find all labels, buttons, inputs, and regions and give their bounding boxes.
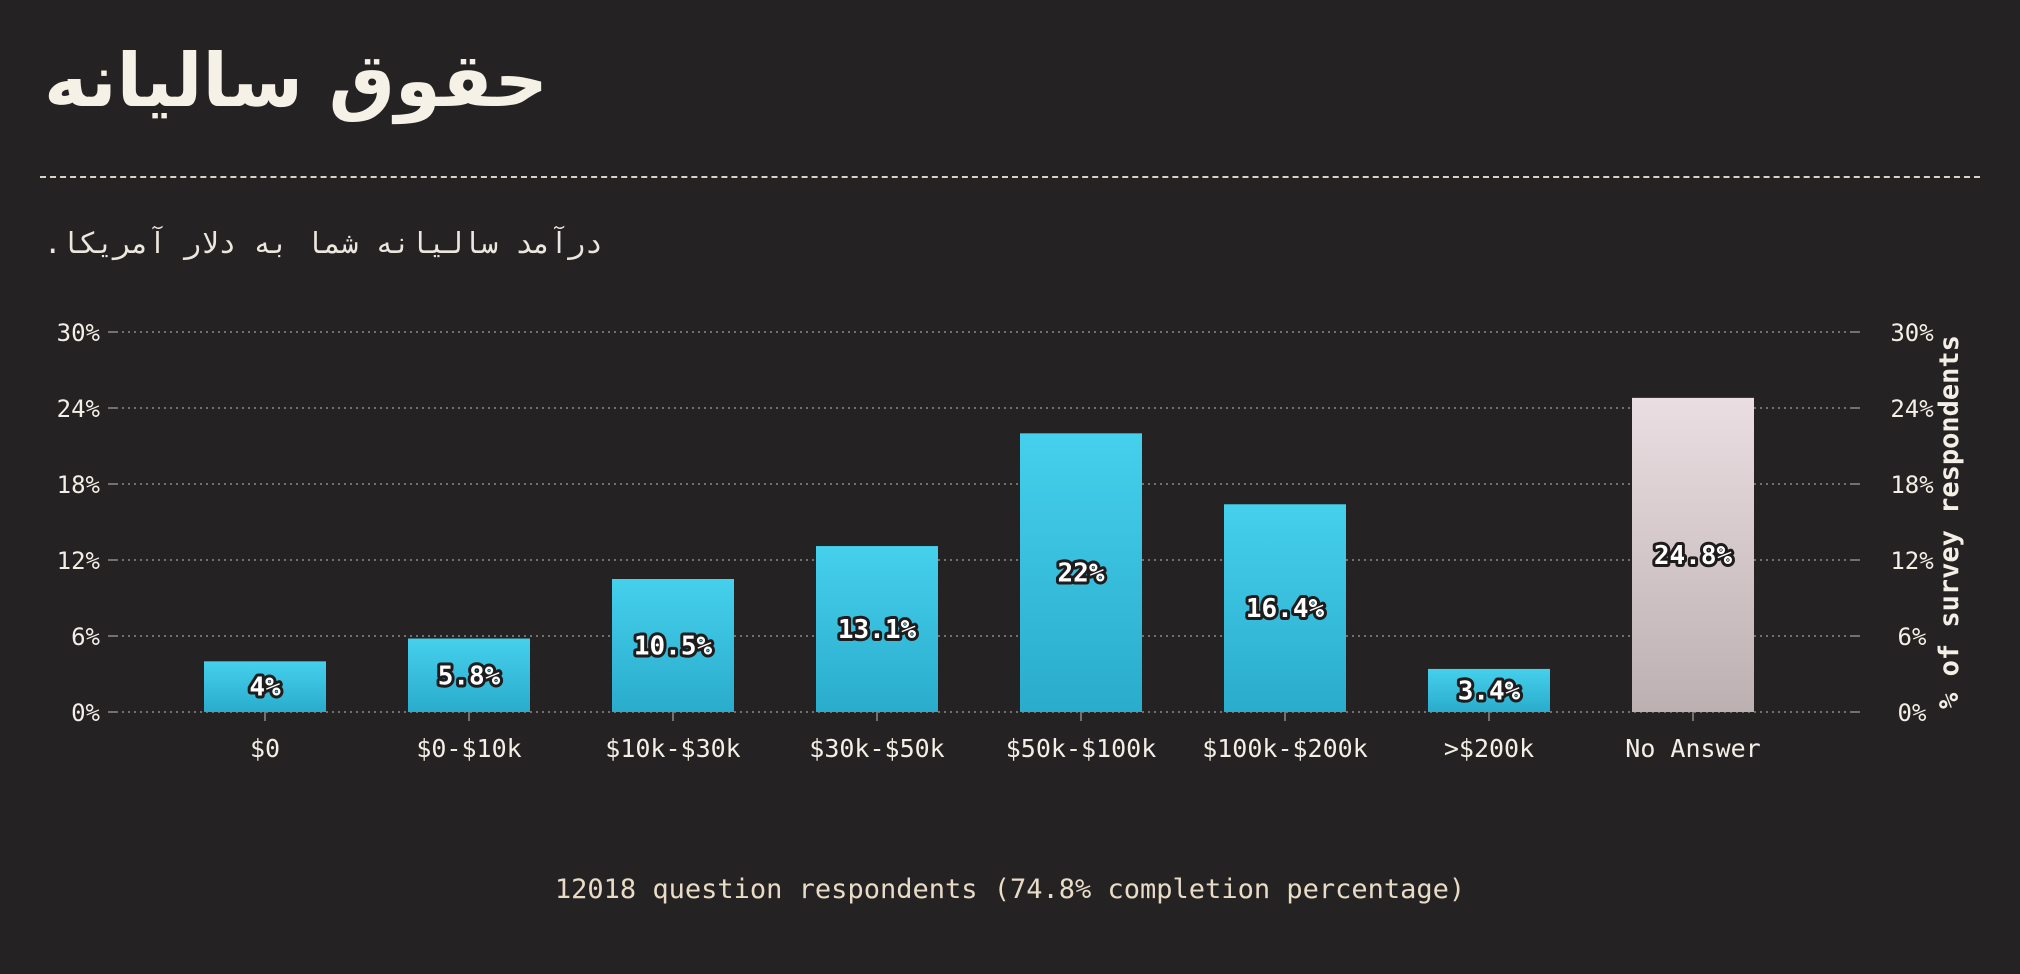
x-tick-label: $0-$10k: [416, 734, 521, 763]
data-label: 3.4%: [1458, 676, 1521, 706]
x-tick-label: $50k-$100k: [1006, 734, 1157, 763]
y-tick-label-right: 12%: [1890, 547, 1934, 575]
y-tick-label-right: 18%: [1890, 471, 1934, 499]
y-tick-label-left: 24%: [57, 395, 101, 423]
y-tick-label-left: 18%: [57, 471, 101, 499]
y2-axis-label: % of survey respondents: [1934, 335, 1965, 709]
bar: [1224, 504, 1346, 712]
bar: [1632, 397, 1754, 712]
data-label: 5.8%: [438, 661, 501, 691]
grid-lines: [116, 331, 1852, 713]
x-tick-label: $0: [250, 734, 280, 763]
chart-title: حقوق سالیانه: [44, 38, 548, 124]
data-labels: 4% 5.8% 10.5% 13.1% 22% 16.4% 3.4% 24.8%: [246, 538, 1735, 710]
axes: 0% 0% 6% 6% 12% 12% 18% 18% 24% 24% 30% 30% $0 $0-$10…: [57, 319, 1965, 763]
x-tick-label: >$200k: [1444, 734, 1534, 763]
x-tick-label: $30k-$50k: [809, 734, 944, 763]
data-label: 4%: [249, 673, 281, 703]
x-tick-label: $10k-$30k: [605, 734, 740, 763]
bar: [1020, 433, 1142, 712]
data-label: 10.5%: [634, 632, 713, 662]
y-tick-label-right: 30%: [1890, 319, 1934, 347]
data-label: 13.1%: [838, 615, 917, 645]
bars: [204, 397, 1754, 712]
data-label: 22%: [1058, 559, 1105, 589]
bar: [612, 579, 734, 712]
y-tick-label-right: 0%: [1898, 699, 1927, 727]
x-tick-label: $100k-$200k: [1202, 734, 1368, 763]
y-tick-label-left: 6%: [71, 623, 100, 651]
y-tick-label-left: 0%: [71, 699, 100, 727]
bar: [816, 546, 938, 712]
y-tick-label-left: 12%: [57, 547, 101, 575]
bar: [408, 638, 530, 712]
bar: [1428, 668, 1550, 712]
x-tick-label: No Answer: [1625, 734, 1760, 763]
chart-subtitle: درآمد سالیانه شما به دلار آمریکا.: [44, 226, 603, 260]
respondents-note: 12018 question respondents (74.8% comple…: [554, 874, 1466, 905]
y-tick-label-right: 6%: [1898, 623, 1927, 651]
y-tick-label-right: 24%: [1890, 395, 1934, 423]
title-divider: [40, 176, 1980, 178]
y-tick-label-left: 30%: [57, 319, 101, 347]
bar: [204, 661, 326, 712]
data-label: 16.4%: [1246, 594, 1325, 624]
data-label: 24.8%: [1654, 541, 1733, 571]
